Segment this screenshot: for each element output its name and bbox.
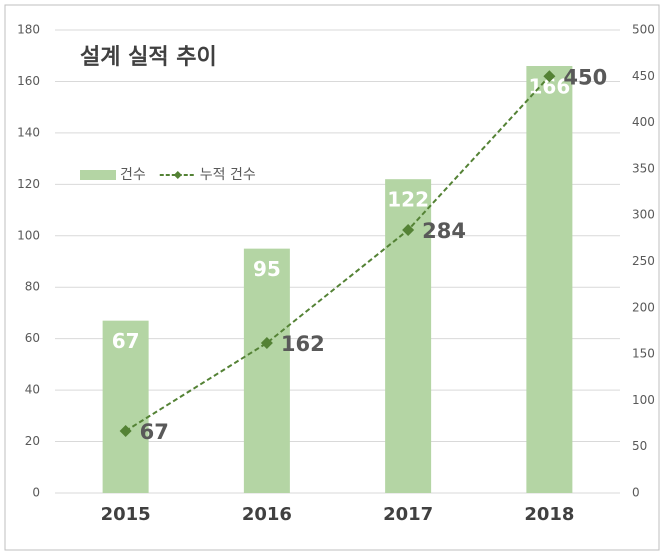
x-tick-label: 2016 xyxy=(242,504,292,525)
y2-tick-label: 450 xyxy=(632,69,655,83)
bar xyxy=(526,66,573,493)
y-tick-label: 160 xyxy=(17,74,40,88)
legend-label: 누적 건수 xyxy=(200,167,256,183)
bar xyxy=(243,248,290,493)
line-label: 67 xyxy=(140,420,169,444)
y2-tick-label: 350 xyxy=(632,161,655,175)
line xyxy=(125,75,551,432)
y-tick-label: 60 xyxy=(25,331,40,345)
line-marker xyxy=(543,70,556,83)
y2-tick-label: 100 xyxy=(632,393,655,407)
bar-label: 95 xyxy=(253,257,281,281)
x-tick-label: 2017 xyxy=(383,504,433,525)
y-tick-label: 40 xyxy=(25,383,40,397)
bar-label: 67 xyxy=(112,329,140,353)
y-tick-label: 20 xyxy=(25,434,40,448)
line-label: 284 xyxy=(422,219,466,243)
y-tick-label: 180 xyxy=(17,23,40,37)
line-marker xyxy=(260,336,273,349)
y2-tick-label: 200 xyxy=(632,300,655,314)
line-label: 162 xyxy=(281,332,325,356)
x-tick-label: 2015 xyxy=(101,504,151,525)
legend-marker xyxy=(173,171,182,179)
chart-title: 설계 실적 추이 xyxy=(80,45,217,70)
y-tick-label: 140 xyxy=(17,125,40,139)
x-tick-label: 2018 xyxy=(524,504,574,525)
y2-tick-label: 400 xyxy=(632,115,655,129)
y2-tick-label: 50 xyxy=(632,439,647,453)
y2-tick-label: 250 xyxy=(632,254,655,268)
y-tick-label: 100 xyxy=(17,228,40,242)
y-tick-label: 80 xyxy=(25,280,40,294)
y-tick-label: 0 xyxy=(32,486,40,500)
bar xyxy=(102,320,149,493)
line-marker xyxy=(119,424,132,437)
line-label: 450 xyxy=(563,65,607,89)
y2-tick-label: 500 xyxy=(632,23,655,37)
legend-swatch xyxy=(80,170,116,180)
y2-tick-label: 0 xyxy=(632,486,640,500)
line-marker xyxy=(402,224,415,237)
y2-tick-label: 150 xyxy=(632,347,655,361)
y-tick-label: 120 xyxy=(17,177,40,191)
bar-label: 122 xyxy=(387,188,429,212)
y2-tick-label: 300 xyxy=(632,208,655,222)
legend-label: 건수 xyxy=(120,167,146,183)
